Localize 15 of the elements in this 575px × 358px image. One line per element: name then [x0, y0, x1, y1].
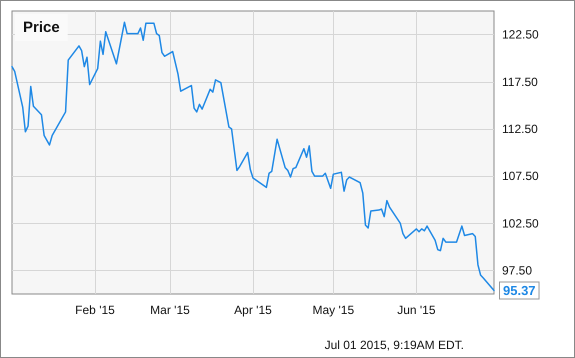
y-tick-label: 112.50 — [502, 122, 538, 136]
text: Price — [23, 19, 60, 36]
y-tick-label: 107.50 — [502, 169, 540, 184]
y-tick-label: 97.50 — [502, 263, 532, 278]
y-tick-label: 122.50 — [502, 28, 540, 42]
data-label: 95.37 — [503, 283, 536, 298]
y-tick-label: 117.50 — [502, 74, 538, 89]
x-tick-label: Apr '15 — [234, 303, 272, 317]
x-tick-label: Mar '15 — [150, 303, 190, 317]
line-series — [11, 22, 495, 292]
text: Jul 01 2015, 9:19AM EDT. — [324, 338, 464, 352]
x-tick-label: May '15 — [312, 303, 354, 317]
x-tick-label: Jun '15 — [397, 303, 436, 317]
y-tick-label: 102.50 — [502, 216, 540, 230]
x-tick-label: Feb '15 — [75, 303, 116, 317]
